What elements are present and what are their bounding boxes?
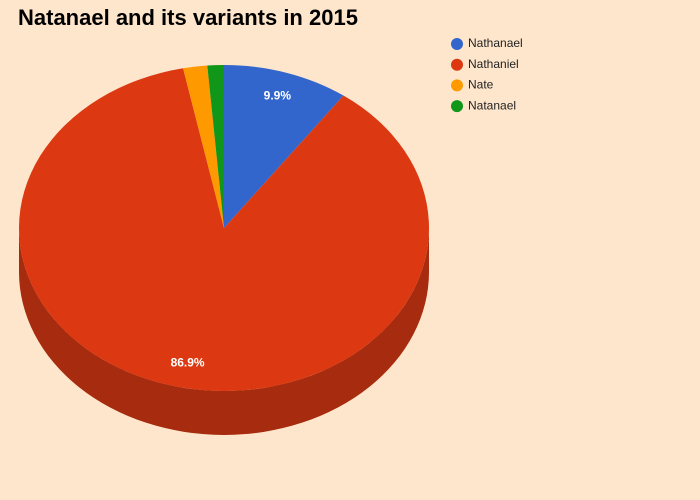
slice-label: 86.9%	[171, 356, 205, 370]
slice-side	[19, 228, 429, 435]
legend-marker	[451, 100, 463, 113]
legend-label: Nathanael	[468, 36, 523, 50]
chart-title: Natanael and its variants in 2015	[18, 5, 358, 30]
slice	[18, 68, 429, 391]
legend-marker	[451, 38, 463, 50]
legend-label: Natanael	[468, 98, 516, 112]
legend-marker	[451, 58, 463, 71]
legend-marker	[451, 79, 463, 92]
slice	[183, 65, 224, 228]
legend-label: Nathaniel	[468, 57, 519, 71]
slice	[207, 65, 224, 228]
legend-label: Nate	[468, 78, 494, 92]
slice-label: 9.9%	[264, 88, 292, 102]
slice	[224, 65, 344, 228]
